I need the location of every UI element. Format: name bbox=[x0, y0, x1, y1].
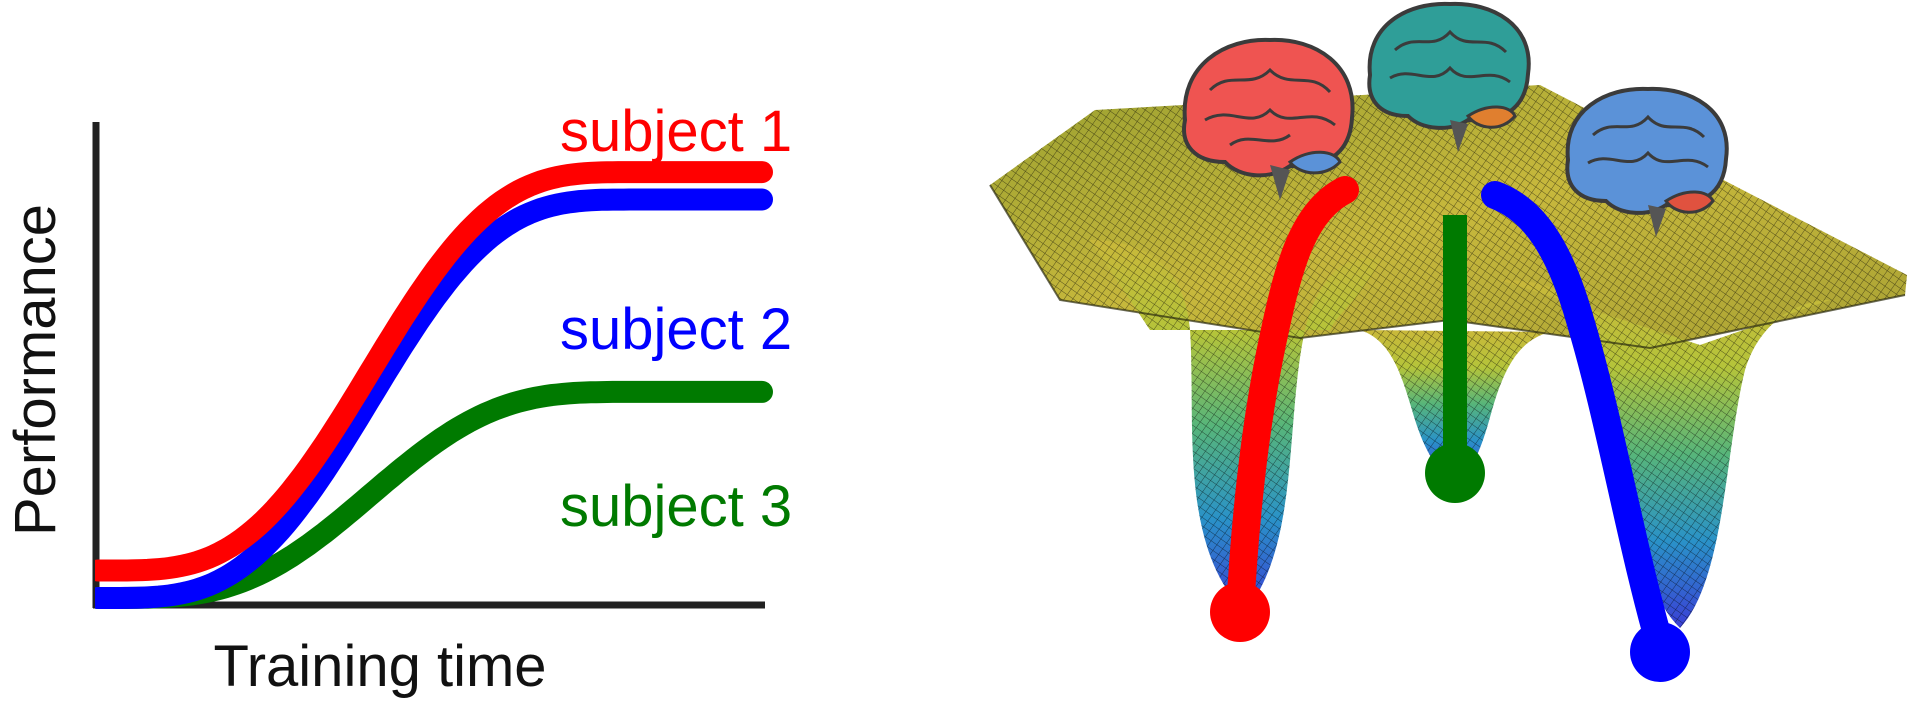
surface-well-left-mesh bbox=[1090, 240, 1380, 612]
energy-landscape bbox=[989, 1, 1907, 682]
brain-left-icon bbox=[1182, 37, 1355, 200]
surface-front-edge bbox=[989, 184, 1906, 350]
series-line-subject-1 bbox=[95, 161, 773, 582]
series-line-subject-2 bbox=[95, 188, 773, 609]
legend-subject-3: subject 3 bbox=[560, 474, 792, 539]
performance-chart: Training time Performance subject 1 subj… bbox=[3, 99, 792, 699]
brain-center-icon bbox=[1367, 1, 1531, 152]
legend-subject-2: subject 2 bbox=[560, 297, 792, 362]
series-layer bbox=[95, 161, 773, 609]
surface-well-right-mesh bbox=[1500, 280, 1830, 628]
legend-subject-1: subject 1 bbox=[560, 99, 792, 164]
trajectory-right bbox=[1481, 181, 1674, 659]
trajectory-left bbox=[1226, 176, 1359, 626]
trajectory-center-end bbox=[1425, 443, 1485, 503]
y-axis-label: Performance bbox=[3, 204, 68, 536]
trajectory-left-end bbox=[1210, 582, 1270, 642]
brain-right-icon bbox=[1565, 86, 1729, 237]
trajectory-right-end bbox=[1630, 622, 1690, 682]
x-axis-label: Training time bbox=[213, 634, 546, 699]
